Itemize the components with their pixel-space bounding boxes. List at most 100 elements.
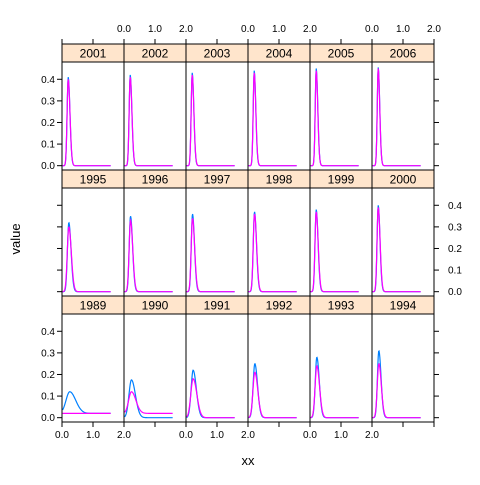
strip-label-1992: 1992 [266, 299, 293, 313]
panel-frame-1991 [185, 313, 249, 423]
y-tick-label: 0.0 [41, 413, 55, 424]
panel-frame-1995 [61, 187, 125, 297]
panel-1991: 1991 [185, 295, 249, 423]
series-line-2005-2 [310, 70, 359, 167]
panel-frame-1999 [309, 187, 373, 297]
series-line-1992-2 [248, 371, 297, 419]
strip-label-1993: 1993 [328, 299, 355, 313]
x-tick-label: 0.0 [117, 24, 131, 35]
panel-frame-1994 [371, 313, 435, 423]
series-line-1997-2 [186, 218, 235, 293]
series-line-2001-2 [62, 79, 111, 167]
strip-label-1999: 1999 [328, 173, 355, 187]
y-tick-label: 0.4 [448, 201, 462, 212]
panel-1996: 1996 [123, 169, 187, 297]
panel-frame-1998 [247, 187, 311, 297]
panel-2004: 2004 [247, 43, 311, 171]
panel-1992: 1992 [247, 295, 311, 423]
panel-2006: 2006 [371, 43, 435, 171]
y-tick-label: 0.0 [41, 161, 55, 172]
panel-2003: 2003 [185, 43, 249, 171]
strip-label-2001: 2001 [80, 47, 107, 61]
panel-frame-1993 [309, 313, 373, 423]
series-line-2000-2 [372, 207, 421, 293]
panel-frame-1989 [61, 313, 125, 423]
y-tick-label: 0.1 [448, 266, 462, 277]
series-line-1991-2 [186, 378, 235, 419]
series-line-1990-2 [124, 391, 173, 414]
x-tick-label: 0.0 [241, 24, 255, 35]
panel-1997: 1997 [185, 169, 249, 297]
y-tick-label: 0.4 [41, 327, 55, 338]
panel-frame-1992 [247, 313, 311, 423]
series-line-1993-2 [310, 365, 359, 419]
panels-layer: 2001 2002 2003 2004 2005 2006 1995 1996 1997 1998… [61, 43, 435, 423]
y-tick-label: 0.1 [41, 392, 55, 403]
x-tick-label: 0.0 [55, 430, 69, 441]
strip-label-2002: 2002 [142, 47, 169, 61]
panel-1999: 1999 [309, 169, 373, 297]
panel-2000: 2000 [371, 169, 435, 297]
y-tick-label: 0.1 [41, 140, 55, 151]
series-line-2003-2 [186, 74, 235, 167]
series-line-1999-1 [310, 209, 359, 293]
strip-label-1997: 1997 [204, 173, 231, 187]
x-tick-label: 2.0 [241, 430, 255, 441]
strip-label-2005: 2005 [328, 47, 355, 61]
panel-frame-1990 [123, 313, 187, 423]
strip-label-1990: 1990 [142, 299, 169, 313]
x-tick-label: 2.0 [303, 24, 317, 35]
strip-label-2003: 2003 [204, 47, 231, 61]
series-line-1994-1 [372, 349, 421, 419]
strip-label-1994: 1994 [390, 299, 417, 313]
y-tick-label: 0.2 [448, 244, 462, 255]
y-tick-label: 0.3 [41, 96, 55, 107]
y-tick-label: 0.2 [41, 370, 55, 381]
y-axis-title: value [8, 223, 23, 254]
strip-label-1996: 1996 [142, 173, 169, 187]
strip-label-2000: 2000 [390, 173, 417, 187]
x-tick-label: 2.0 [365, 430, 379, 441]
panel-frame-1997 [185, 187, 249, 297]
panel-1993: 1993 [309, 295, 373, 423]
y-tick-label: 0.0 [448, 287, 462, 298]
x-axis-title: xx [242, 453, 256, 468]
series-line-1995-2 [62, 226, 111, 293]
panel-1989: 1989 [61, 295, 125, 423]
x-tick-label: 0.0 [179, 430, 193, 441]
y-tick-label: 0.3 [448, 222, 462, 233]
panel-2001: 2001 [61, 43, 125, 171]
panel-1998: 1998 [247, 169, 311, 297]
x-tick-label: 1.0 [272, 24, 286, 35]
x-tick-label: 1.0 [148, 24, 162, 35]
panel-1995: 1995 [61, 169, 125, 297]
series-line-2004-2 [248, 72, 297, 167]
strip-label-1989: 1989 [80, 299, 107, 313]
x-tick-label: 1.0 [396, 24, 410, 35]
series-line-1998-2 [248, 213, 297, 293]
x-tick-label: 0.0 [365, 24, 379, 35]
strip-label-2004: 2004 [266, 47, 293, 61]
series-line-1992-1 [248, 362, 297, 419]
x-tick-label: 0.0 [303, 430, 317, 441]
y-tick-label: 0.4 [41, 75, 55, 86]
x-tick-label: 2.0 [179, 24, 193, 35]
strip-label-2006: 2006 [390, 47, 417, 61]
x-tick-label: 2.0 [117, 430, 131, 441]
series-line-1989-1 [62, 391, 111, 414]
strip-label-1995: 1995 [80, 173, 107, 187]
panel-1990: 1990 [123, 295, 187, 423]
panel-1994: 1994 [371, 295, 435, 423]
panel-2005: 2005 [309, 43, 373, 171]
y-tick-label: 0.3 [41, 348, 55, 359]
series-line-1990-1 [124, 379, 173, 419]
series-line-1991-1 [186, 369, 235, 419]
x-tick-label: 1.0 [210, 430, 224, 441]
series-line-1994-2 [372, 362, 421, 419]
strip-label-1998: 1998 [266, 173, 293, 187]
series-line-1996-2 [124, 218, 173, 293]
y-tick-label: 0.2 [41, 118, 55, 129]
axes-layer: 0.00.00.00.10.10.10.20.20.20.30.30.30.40… [41, 24, 462, 441]
x-tick-label: 1.0 [334, 430, 348, 441]
